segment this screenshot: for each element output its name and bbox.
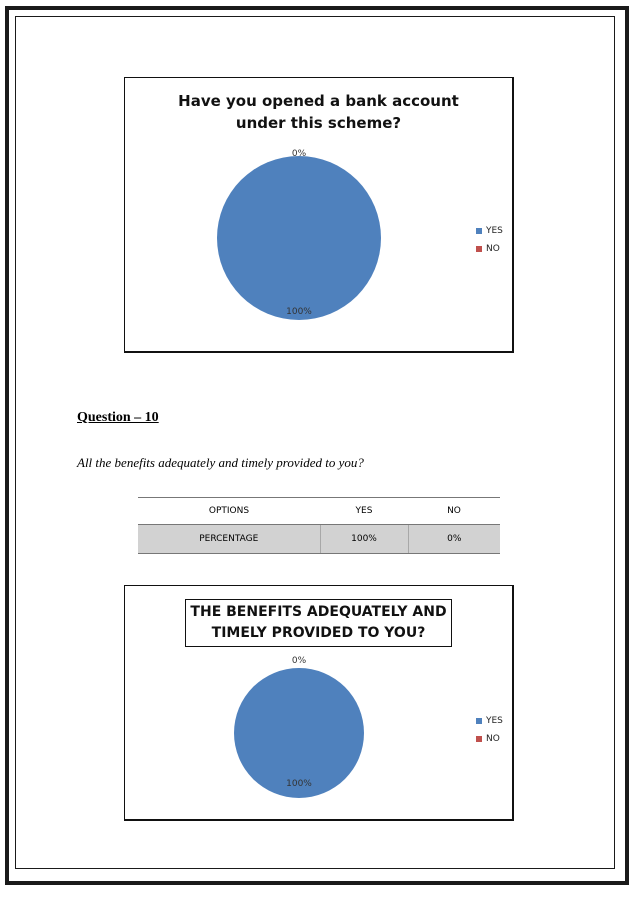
pie-slice-yes: [234, 668, 364, 798]
chart-title-line: THE BENEFITS ADEQUATELY AND: [190, 604, 447, 620]
legend-label-yes: YES: [486, 716, 503, 726]
pie-label-no: 0%: [292, 656, 307, 666]
legend-item-no: NO: [476, 730, 503, 748]
legend-swatch-no: [476, 246, 482, 252]
pie-label-no: 0%: [292, 149, 307, 159]
chart-legend: YES NO: [476, 222, 503, 258]
question-text: All the benefits adequately and timely p…: [77, 455, 364, 470]
table-header-cell: NO: [408, 497, 500, 525]
table-header-row: OPTIONS YES NO: [138, 497, 500, 525]
legend-item-yes: YES: [476, 712, 503, 730]
bank-account-pie-chart: Have you opened a bank account under thi…: [124, 77, 514, 353]
pie-label-yes: 100%: [286, 307, 312, 317]
table-header-cell: YES: [320, 497, 408, 525]
pie-plot: 0% 100%: [234, 656, 364, 798]
legend-label-yes: YES: [486, 226, 503, 236]
chart-title-line: Have you opened a bank account: [178, 92, 459, 110]
pie-label-yes: 100%: [286, 779, 312, 789]
chart-title: Have you opened a bank account under thi…: [125, 90, 512, 134]
page-border-outer: [5, 6, 629, 885]
table-header-cell: OPTIONS: [138, 497, 320, 525]
question-heading: Question – 10: [77, 410, 159, 425]
pie-plot: 0% 100%: [217, 149, 381, 320]
legend-swatch-no: [476, 736, 482, 742]
legend-label-no: NO: [486, 734, 500, 744]
pie-slice-yes: [217, 156, 381, 320]
chart-title-line: under this scheme?: [235, 114, 402, 132]
legend-swatch-yes: [476, 228, 482, 234]
page-border-inner: [15, 16, 615, 869]
chart-legend: YES NO: [476, 712, 503, 748]
legend-label-no: NO: [486, 244, 500, 254]
results-table: OPTIONS YES NO PERCENTAGE 100% 0%: [138, 497, 500, 554]
table-cell: PERCENTAGE: [138, 524, 320, 554]
benefits-pie-chart: THE BENEFITS ADEQUATELY AND TIMELY PROVI…: [124, 585, 514, 821]
table-cell: 0%: [407, 524, 500, 554]
table-row: PERCENTAGE 100% 0%: [138, 524, 500, 554]
legend-item-yes: YES: [476, 222, 503, 240]
table-cell: 100%: [319, 524, 408, 554]
legend-item-no: NO: [476, 240, 503, 258]
chart-title-line: TIMELY PROVIDED TO YOU?: [211, 625, 426, 641]
legend-swatch-yes: [476, 718, 482, 724]
chart-title: THE BENEFITS ADEQUATELY AND TIMELY PROVI…: [185, 599, 452, 647]
